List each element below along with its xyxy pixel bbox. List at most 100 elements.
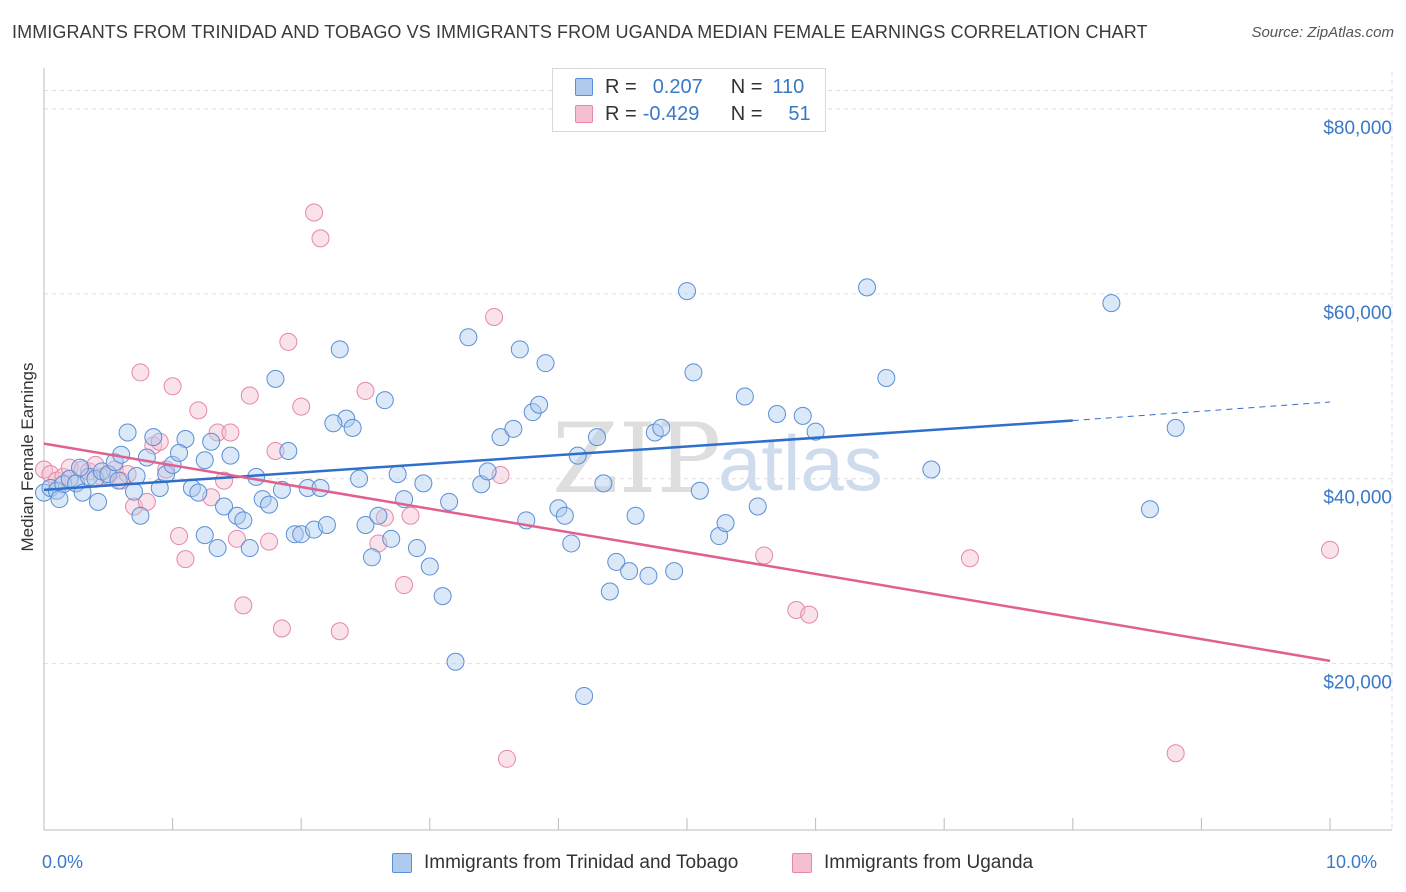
- trinidad-point: [127, 466, 146, 485]
- bottom-legend-trinidad: Immigrants from Trinidad and Tobago: [392, 852, 738, 874]
- y-tick-label: $60,000: [1323, 303, 1392, 324]
- pink-swatch-icon: [575, 105, 593, 123]
- legend-r-value: 0.207: [652, 75, 703, 98]
- uganda-point: [311, 229, 330, 248]
- bottom-legend-label: Immigrants from Uganda: [824, 852, 1034, 873]
- trinidad-trend-extension: [1072, 401, 1331, 421]
- uganda-point: [221, 423, 240, 442]
- uganda-point: [292, 397, 311, 416]
- uganda-point: [35, 460, 53, 479]
- trinidad-point: [1140, 500, 1159, 519]
- uganda-point: [266, 442, 285, 460]
- trinidad-point: [523, 403, 542, 422]
- trinidad-point: [356, 515, 375, 534]
- trinidad-point: [555, 506, 574, 525]
- trinidad-point: [189, 483, 208, 502]
- trinidad-point: [877, 368, 896, 387]
- trinidad-point: [575, 686, 594, 705]
- uganda-point: [401, 506, 420, 525]
- trinidad-point: [202, 432, 221, 451]
- trinidad-point: [50, 490, 69, 509]
- trinidad-point: [118, 423, 137, 442]
- y-tick-label: $80,000: [1323, 118, 1392, 139]
- trinidad-point: [195, 526, 214, 545]
- trinidad-point: [793, 406, 812, 425]
- trinidad-point: [414, 474, 433, 493]
- uganda-point: [960, 549, 979, 568]
- trinidad-point: [317, 515, 336, 534]
- uganda-point: [272, 619, 291, 638]
- trinidad-point: [562, 534, 581, 553]
- uganda-point: [150, 432, 169, 451]
- uganda-trend-line: [43, 442, 1331, 663]
- correlation-legend: R = 0.207 N = 110 R = -0.429 N = 51: [552, 68, 826, 132]
- trinidad-point: [266, 369, 285, 388]
- uganda-point: [240, 386, 259, 405]
- legend-r-value: -0.429: [642, 102, 700, 125]
- trinidad-point: [504, 419, 523, 438]
- blue-swatch-icon: [575, 78, 593, 96]
- trinidad-point: [125, 482, 144, 501]
- trinidad-point: [587, 428, 606, 447]
- x-tick-label-min: 0.0%: [42, 852, 84, 872]
- trinidad-point: [684, 363, 703, 382]
- y-axis-label: Median Female Earnings: [18, 362, 37, 552]
- trinidad-point: [208, 539, 227, 558]
- trinidad-point: [594, 474, 613, 493]
- trinidad-point: [388, 465, 407, 484]
- trinidad-point: [768, 405, 787, 424]
- trinidad-point: [105, 453, 124, 472]
- trinidad-point: [665, 562, 684, 581]
- trinidad-point: [607, 552, 626, 571]
- trinidad-point: [1166, 418, 1185, 437]
- blue-swatch-icon: [392, 853, 412, 873]
- trinidad-point: [279, 442, 298, 460]
- trinidad-trend-line: [43, 419, 1073, 492]
- trinidad-point: [170, 443, 189, 462]
- legend-n-label: N =: [730, 75, 763, 98]
- uganda-point: [118, 465, 137, 484]
- trinidad-point: [440, 492, 459, 511]
- legend-n-value: 51: [788, 102, 811, 125]
- y-tick-labels: $20,000 $40,000 $60,000 $80,000: [1323, 118, 1392, 694]
- trinidad-point: [221, 446, 240, 465]
- trinidad-point: [137, 448, 156, 467]
- legend-r-label: R =: [605, 75, 637, 98]
- trinidad-point: [285, 525, 304, 544]
- trinidad-point: [362, 548, 381, 567]
- chart-title: IMMIGRANTS FROM TRINIDAD AND TOBAGO VS I…: [12, 22, 1148, 42]
- source-credit: Source: ZipAtlas.com: [1251, 24, 1394, 41]
- legend-r-label: R =: [605, 102, 637, 125]
- trinidad-point: [240, 539, 259, 558]
- axes: [43, 68, 1392, 831]
- y-tick-label: $20,000: [1323, 673, 1392, 694]
- uganda-point: [234, 596, 253, 615]
- trinidad-point: [716, 514, 735, 533]
- uganda-point: [227, 529, 246, 548]
- trend-lines: [43, 401, 1331, 663]
- uganda-point: [305, 203, 324, 222]
- uganda-point: [176, 550, 195, 569]
- uganda-point: [170, 527, 189, 546]
- trinidad-point: [510, 340, 529, 359]
- legend-row-uganda: R = -0.429 N = 51: [575, 102, 811, 126]
- trinidad-point: [678, 282, 696, 301]
- uganda-point: [356, 381, 375, 400]
- trinidad-point: [382, 529, 401, 548]
- uganda-point: [395, 576, 414, 595]
- trinidad-point: [626, 506, 645, 525]
- trinidad-point: [536, 354, 555, 373]
- uganda-point: [800, 605, 819, 624]
- trinidad-point: [806, 422, 825, 441]
- trinidad-point: [407, 539, 426, 558]
- trinidad-point: [620, 562, 639, 581]
- trinidad-point: [195, 451, 214, 470]
- trinidad-points: [35, 278, 1185, 705]
- trinidad-point: [343, 418, 362, 437]
- trinidad-point: [215, 497, 234, 516]
- uganda-point: [208, 423, 227, 442]
- trinidad-point: [330, 340, 349, 359]
- uganda-point: [189, 401, 208, 420]
